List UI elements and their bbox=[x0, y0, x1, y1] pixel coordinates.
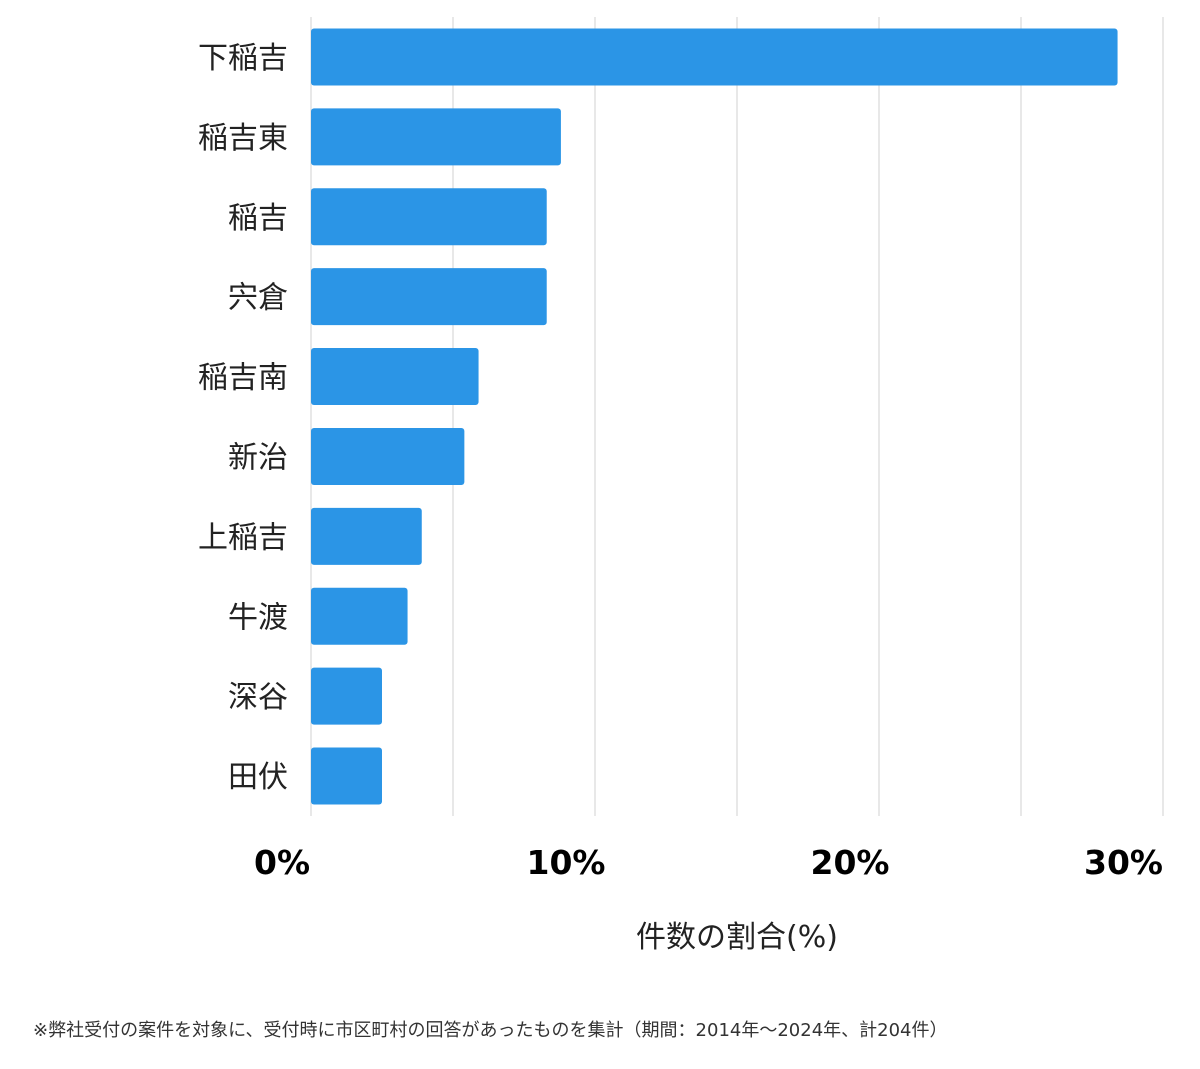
bar bbox=[311, 268, 547, 326]
x-tick-label: 10% bbox=[527, 843, 606, 882]
footnote: ※弊社受付の案件を対象に、受付時に市区町村の回答があったものを集計（期間：201… bbox=[33, 1020, 948, 1041]
category-label: 宍倉 bbox=[228, 281, 288, 316]
x-tick-label: 0% bbox=[254, 843, 310, 882]
bar bbox=[311, 348, 479, 406]
x-tick-label: 30% bbox=[1084, 843, 1163, 882]
category-label: 稲吉東 bbox=[198, 121, 288, 156]
category-label: 下稲吉 bbox=[198, 41, 288, 76]
x-tick-labels: 0% 10% 20% 30% bbox=[254, 843, 1163, 882]
category-label: 上稲吉 bbox=[198, 520, 288, 555]
category-label: 深谷 bbox=[228, 680, 288, 715]
bar bbox=[311, 507, 422, 565]
bar bbox=[311, 108, 561, 166]
bar bbox=[311, 28, 1118, 86]
bar bbox=[311, 188, 547, 246]
bar bbox=[311, 587, 408, 645]
x-axis-title: 件数の割合(%) bbox=[636, 920, 838, 955]
category-label: 田伏 bbox=[228, 760, 288, 795]
bar bbox=[311, 667, 382, 725]
category-label: 稲吉南 bbox=[198, 361, 288, 396]
x-tick-label: 20% bbox=[811, 843, 890, 882]
bar bbox=[311, 427, 465, 485]
category-label: 稲吉 bbox=[228, 201, 288, 236]
category-label: 新治 bbox=[228, 440, 288, 475]
bars bbox=[311, 28, 1118, 805]
category-label: 牛渡 bbox=[228, 600, 288, 635]
bar bbox=[311, 747, 382, 805]
